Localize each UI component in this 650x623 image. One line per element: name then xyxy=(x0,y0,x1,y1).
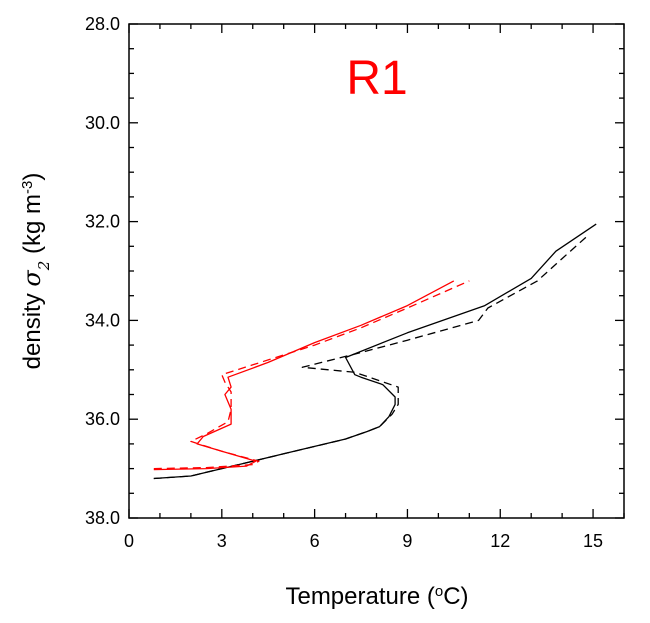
series-line-black-solid xyxy=(153,223,597,480)
series-line-black-dashed xyxy=(153,235,588,480)
x-tick-label: 3 xyxy=(217,531,227,551)
series-line-red-solid xyxy=(153,280,455,471)
x-tick-label: 6 xyxy=(310,531,320,551)
series-layer xyxy=(153,223,597,480)
x-tick-label: 0 xyxy=(124,531,134,551)
x-tick-label: 12 xyxy=(490,531,510,551)
y-tick-label: 34.0 xyxy=(85,310,120,330)
series-line-red-dashed xyxy=(153,280,470,470)
y-tick-label: 32.0 xyxy=(85,212,120,232)
y-tick-label: 38.0 xyxy=(85,508,120,528)
y-axis-title: density σ2 (kg m-3) xyxy=(18,173,53,370)
y-tick-label: 36.0 xyxy=(85,409,120,429)
y-tick-label: 30.0 xyxy=(85,113,120,133)
chart-annotation: R1 xyxy=(346,52,407,105)
y-tick-label: 28.0 xyxy=(85,14,120,34)
axis-ticks: 0 3 6 9 12 15 28.0 30.0 32.0 34.0 36.0 38.0 xyxy=(85,14,625,551)
x-tick-label: 15 xyxy=(583,531,603,551)
x-axis-title: Temperature (oC) xyxy=(285,583,468,611)
x-tick-label: 9 xyxy=(402,531,412,551)
